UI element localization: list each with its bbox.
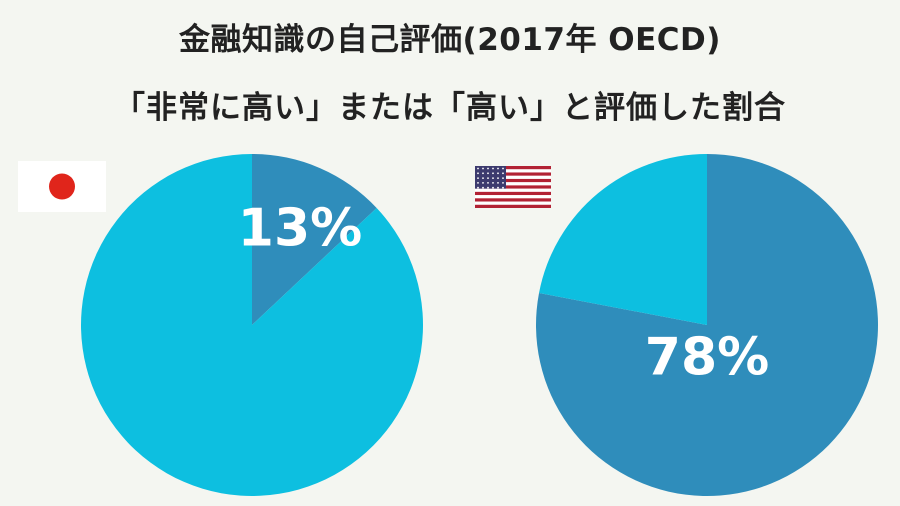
chart-subtitle: 「非常に高い」または「高い」と評価した割合 [114,90,786,126]
pie-0-slice-0-label: 13% [238,199,362,259]
pie-0-slice-0 [252,154,377,325]
pie-0-slice-1 [80,154,423,496]
chart-title: 金融知識の自己評価(2017年 OECD) [179,22,721,58]
pie-1-slice-0-label: 78% [645,328,769,388]
japan-flag-icon [18,161,106,212]
usa-flag-icon [475,166,551,208]
pie-1-slice-1 [539,154,707,325]
